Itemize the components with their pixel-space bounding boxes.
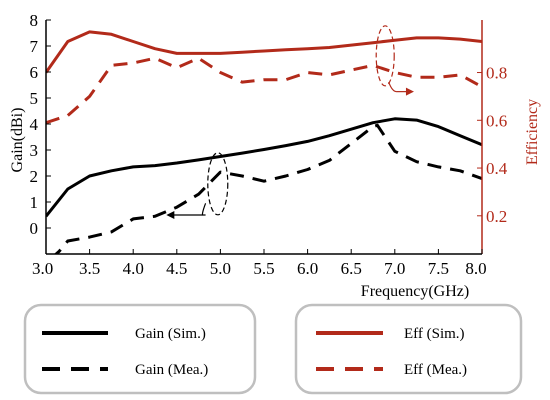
legend: Gain (Sim.) Gain (Mea.) Eff (Sim.) Eff (… <box>23 303 523 395</box>
series-line-gain-mea <box>53 123 482 254</box>
legend-label-eff-sim: Eff (Sim.) <box>404 326 465 342</box>
x-tick-label-9: 7.5 <box>428 259 449 278</box>
x-tick-label-4: 5.0 <box>210 259 231 278</box>
x-tick-label-0: 3.0 <box>32 259 53 278</box>
y-right-tick-label-0: 0.2 <box>486 207 507 226</box>
x-axis-label: Frequency(GHz) <box>361 283 469 300</box>
x-tick-label-6: 6.0 <box>297 259 318 278</box>
y-axis-right-label: Efficiency <box>524 99 541 165</box>
efficiency-axis-indicator-ellipse <box>375 25 395 87</box>
x-tick-label-1: 3.5 <box>79 259 100 278</box>
gain-axis-indicator-curve <box>201 203 207 216</box>
efficiency-axis-indicator-arrowhead <box>405 87 414 96</box>
gain-axis-indicator-arrowhead <box>166 211 175 219</box>
legend-label-eff-mea: Eff (Mea.) <box>404 362 467 378</box>
y-left-tick-label-0: 0 <box>30 219 39 238</box>
legend-label-gain-sim: Gain (Sim.) <box>135 326 206 342</box>
x-tick-label-3: 4.5 <box>166 259 187 278</box>
series-line-eff-mea <box>46 56 482 125</box>
y-right-tick-label-2: 0.6 <box>486 111 507 130</box>
x-tick-label-7: 6.5 <box>341 259 362 278</box>
gain-axis-indicator-ellipse <box>207 152 229 216</box>
y-right-tick-label-3: 0.8 <box>486 64 507 83</box>
y-right-tick-label-1: 0.4 <box>486 159 508 178</box>
y-left-tick-label-1: 1 <box>30 193 39 212</box>
y-left-tick-label-7: 7 <box>30 37 39 56</box>
x-tick-label-5: 5.5 <box>253 259 274 278</box>
axes-layer: 0 1 2 3 4 5 6 7 8 0.2 0.4 0.6 0.8 3.0 3.5 4.0 4.5 5.0 5.5 6… <box>30 11 508 278</box>
legend-label-gain-mea: Gain (Mea.) <box>135 362 208 378</box>
series-line-gain-sim <box>46 117 482 218</box>
y-axis-left-label: Gain(dBi) <box>9 108 26 173</box>
y-left-tick-label-3: 3 <box>30 141 39 160</box>
x-tick-label-8: 7.0 <box>384 259 405 278</box>
efficiency-axis-indicator-curve <box>388 81 397 93</box>
legend-box-efficiency <box>294 303 523 395</box>
y-left-tick-label-4: 4 <box>30 115 39 134</box>
series-layer <box>46 30 482 254</box>
y-left-tick-label-8: 8 <box>30 11 39 30</box>
y-left-tick-label-5: 5 <box>30 89 39 108</box>
series-line-eff-sim <box>46 30 482 74</box>
y-left-tick-label-6: 6 <box>30 63 39 82</box>
legend-box-gain <box>23 303 257 395</box>
x-tick-label-2: 4.0 <box>123 259 144 278</box>
x-tick-label-10: 8.0 <box>465 259 486 278</box>
y-left-tick-label-2: 2 <box>30 167 39 186</box>
axis-indicator-annotations <box>166 25 414 219</box>
